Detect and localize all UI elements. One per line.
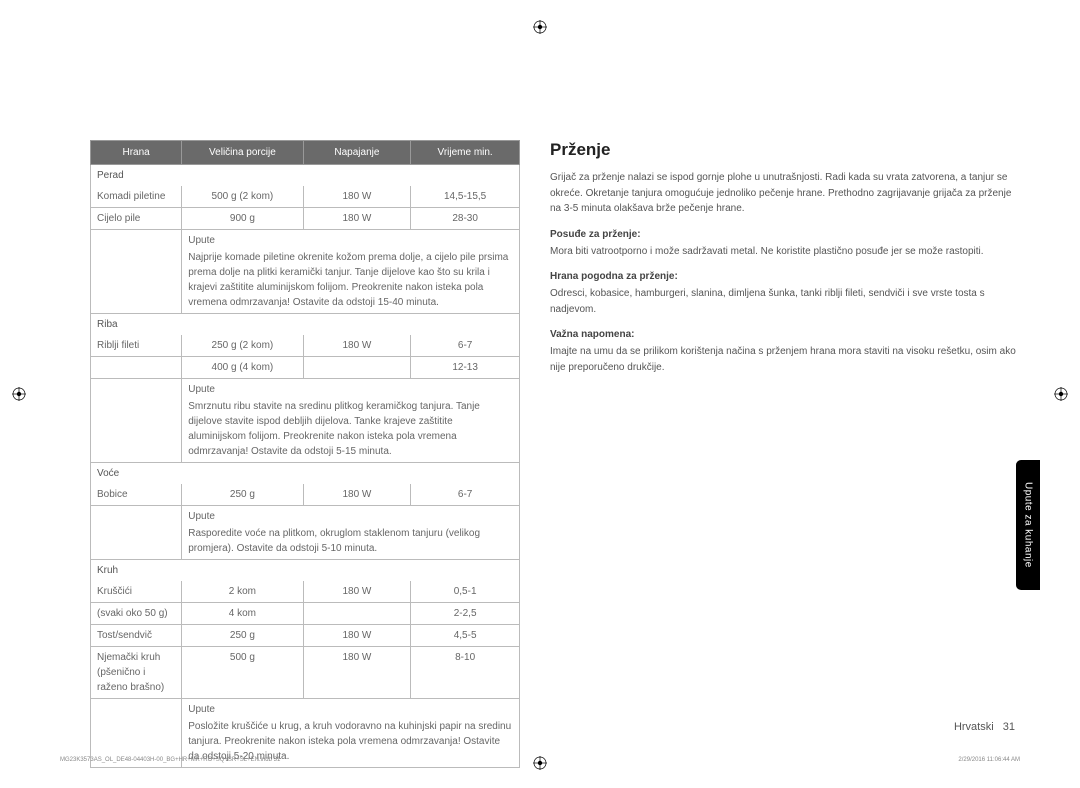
cooking-table: Hrana Veličina porcije Napajanje Vrijeme…	[90, 140, 520, 768]
food-label: Bobice	[91, 484, 182, 506]
food-label: Riblji fileti	[91, 335, 182, 357]
size-cell: 250 g	[182, 484, 303, 506]
time-cell: 0,5-1	[411, 581, 520, 603]
time-cell: 6-7	[411, 335, 520, 357]
th-size: Veličina porcije	[182, 141, 303, 165]
power-cell: 180 W	[303, 581, 411, 603]
size-cell: 400 g (4 kom)	[182, 357, 303, 379]
registration-mark-icon	[533, 20, 547, 34]
p1: Mora biti vatrootporno i može sadržavati…	[550, 244, 1020, 260]
instructions: UputeRasporedite voće na plitkom, okrugl…	[182, 506, 520, 560]
size-cell: 2 kom	[182, 581, 303, 603]
time-cell: 8-10	[411, 647, 520, 699]
imprint-right: 2/29/2016 11:06:44 AM	[958, 757, 1020, 763]
time-cell: 4,5-5	[411, 625, 520, 647]
food-label: Komadi piletine	[91, 186, 182, 208]
sub2: Hrana pogodna za prženje:	[550, 271, 1020, 282]
time-cell: 14,5-15,5	[411, 186, 520, 208]
power-cell: 180 W	[303, 484, 411, 506]
size-cell: 900 g	[182, 208, 303, 230]
size-cell: 250 g	[182, 625, 303, 647]
side-tab: Upute za kuhanje	[1016, 460, 1040, 590]
size-cell: 250 g (2 kom)	[182, 335, 303, 357]
food-label: Tost/sendvič	[91, 625, 182, 647]
section-title: Perad	[91, 165, 520, 187]
power-cell: 180 W	[303, 647, 411, 699]
left-column: Hrana Veličina porcije Napajanje Vrijeme…	[90, 140, 520, 768]
instr-side	[91, 506, 182, 560]
size-cell: 4 kom	[182, 603, 303, 625]
power-cell: 180 W	[303, 335, 411, 357]
imprint-left: MG23K3573AS_OL_DE48-04403H-00_BG+HR+MK+R…	[60, 757, 280, 763]
intro-text: Grijač za prženje nalazi se ispod gornje…	[550, 170, 1020, 217]
sub1: Posuđe za prženje:	[550, 229, 1020, 240]
footer-lang: Hrvatski	[954, 721, 994, 733]
registration-mark-icon	[12, 387, 26, 401]
registration-mark-icon	[1054, 387, 1068, 401]
food-label: Kruščići	[91, 581, 182, 603]
time-cell: 12-13	[411, 357, 520, 379]
food-label	[91, 357, 182, 379]
time-cell: 6-7	[411, 484, 520, 506]
power-cell: 180 W	[303, 208, 411, 230]
registration-mark-icon	[533, 756, 547, 770]
footer-page: 31	[1003, 721, 1015, 733]
power-cell: 180 W	[303, 625, 411, 647]
food-label: Cijelo pile	[91, 208, 182, 230]
side-tab-label: Upute za kuhanje	[1023, 482, 1034, 568]
instr-side	[91, 230, 182, 314]
right-column: Prženje Grijač za prženje nalazi se ispo…	[550, 140, 1020, 768]
time-cell: 28-30	[411, 208, 520, 230]
section-title: Voće	[91, 463, 520, 485]
section-heading: Prženje	[550, 140, 1020, 160]
instr-side	[91, 379, 182, 463]
power-cell	[303, 357, 411, 379]
food-label: Njemački kruh (pšenično i raženo brašno)	[91, 647, 182, 699]
power-cell	[303, 603, 411, 625]
th-food: Hrana	[91, 141, 182, 165]
power-cell: 180 W	[303, 186, 411, 208]
p3: Imajte na umu da se prilikom korištenja …	[550, 344, 1020, 375]
th-power: Napajanje	[303, 141, 411, 165]
section-title: Riba	[91, 314, 520, 336]
section-title: Kruh	[91, 560, 520, 582]
time-cell: 2-2,5	[411, 603, 520, 625]
p2: Odresci, kobasice, hamburgeri, slanina, …	[550, 286, 1020, 317]
instructions: UputeSmrznutu ribu stavite na sredinu pl…	[182, 379, 520, 463]
size-cell: 500 g (2 kom)	[182, 186, 303, 208]
sub3: Važna napomena:	[550, 329, 1020, 340]
food-label: (svaki oko 50 g)	[91, 603, 182, 625]
page-footer: Hrvatski 31	[954, 721, 1015, 733]
instructions: UputeNajprije komade piletine okrenite k…	[182, 230, 520, 314]
th-time: Vrijeme min.	[411, 141, 520, 165]
size-cell: 500 g	[182, 647, 303, 699]
